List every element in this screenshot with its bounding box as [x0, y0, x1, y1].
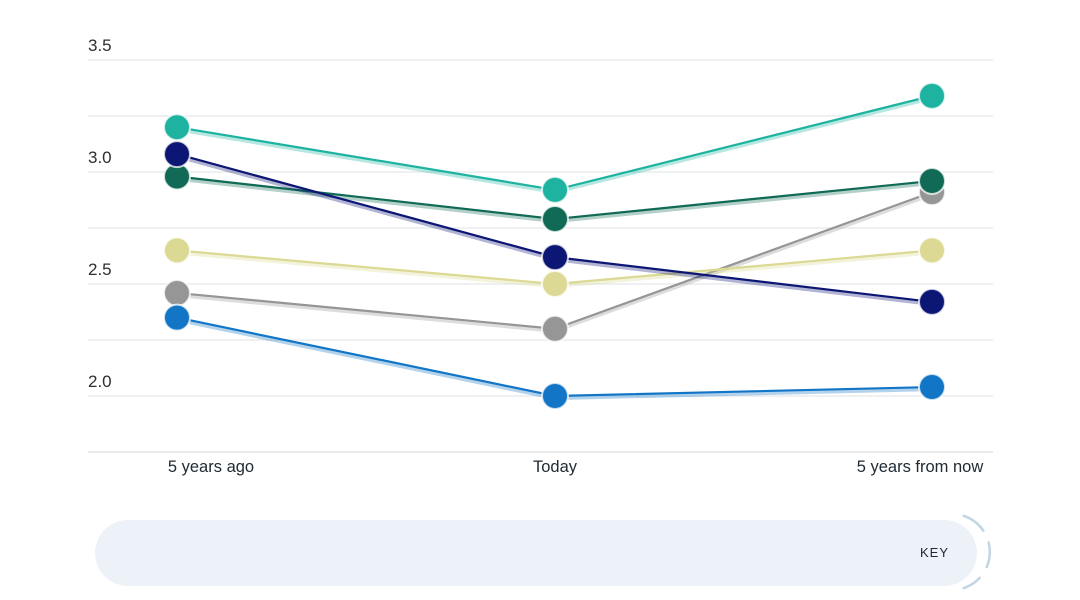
data-point-europe-eurasia-oceania	[163, 303, 191, 332]
data-point-south-asia	[163, 140, 191, 169]
data-point-south-asia	[918, 287, 946, 316]
data-point-east-asia-southeast-asia	[541, 270, 569, 298]
data-point-global	[163, 278, 191, 307]
y-tick-label: 2.0	[88, 372, 112, 391]
data-point-south-asia	[541, 243, 569, 272]
line-chart: 3.5 3.0 2.5 2.0 5 years ago Today 5 years from…	[88, 36, 993, 476]
y-tick-label: 2.5	[88, 260, 112, 279]
series-line-africa	[176, 94, 933, 192]
data-point-africa	[918, 81, 946, 110]
data-point-east-asia-southeast-asia	[918, 236, 946, 265]
legend-key-title: KEY	[920, 545, 950, 560]
y-tick-label: 3.0	[88, 148, 112, 167]
legend: Africa East Asia/Southeast Asia Europe/E…	[95, 520, 977, 586]
dashed-arc	[962, 514, 992, 590]
data-point-africa	[163, 113, 191, 142]
data-point-africa	[541, 175, 569, 204]
data-point-east-asia-southeast-asia	[163, 236, 191, 265]
key-dashed-arc-decoration	[962, 514, 992, 590]
data-point-north-america	[541, 205, 569, 234]
x-axis-label: 5 years ago	[168, 458, 254, 476]
data-point-europe-eurasia-oceania	[541, 382, 569, 410]
y-tick-label: 3.5	[88, 36, 112, 55]
x-axis-label: 5 years from now	[857, 458, 984, 476]
data-point-global	[541, 314, 569, 343]
data-point-europe-eurasia-oceania	[918, 373, 946, 402]
x-axis-label: Today	[533, 458, 578, 476]
data-point-north-america	[918, 166, 946, 195]
